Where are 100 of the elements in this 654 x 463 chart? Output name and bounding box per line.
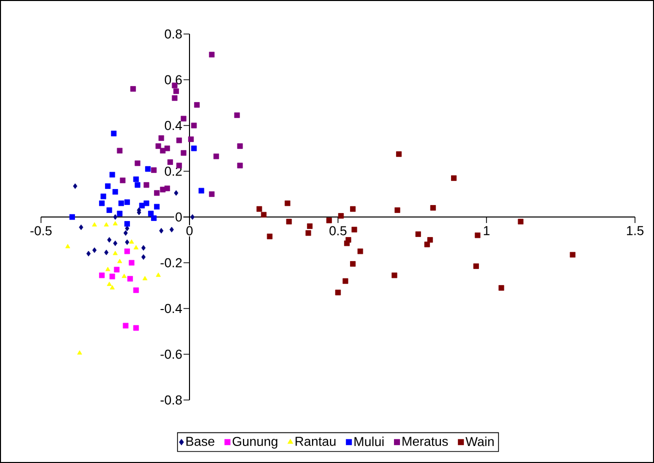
point [473,263,479,269]
legend-label: Wain [466,436,494,446]
point [427,237,433,243]
point [154,204,160,210]
point [106,282,112,286]
point [118,200,124,206]
point [191,146,197,152]
point [342,278,348,284]
point [112,250,118,256]
point [256,206,262,212]
legend-label: Gunung [232,436,278,449]
point [122,274,127,278]
point [451,175,457,181]
point [167,159,173,165]
point [415,231,421,237]
y-tick-label: -0.2 [160,258,182,268]
point [430,205,436,211]
point [160,186,166,192]
point [104,222,109,226]
point [237,162,243,168]
point [518,218,524,224]
point [122,322,128,328]
point [77,350,82,355]
point [392,272,398,278]
y-tick-label: 0.4 [164,120,182,130]
point [570,252,576,258]
point [99,272,105,278]
point [151,215,157,221]
point [260,212,267,218]
point [116,148,122,154]
point [148,210,154,216]
point [335,290,341,296]
point [357,248,364,254]
point [124,221,130,227]
point [396,151,402,157]
x-tick-label: 1 [484,226,490,236]
point [208,191,215,197]
point [141,245,146,251]
point [141,254,146,260]
point [338,213,344,219]
point [120,178,126,184]
point [208,52,215,58]
point [326,218,332,224]
point [130,86,136,92]
point [190,214,195,220]
point [213,154,220,160]
point [106,207,112,213]
point [156,143,162,149]
point [191,122,197,128]
point [170,226,174,232]
point [65,244,70,248]
x-tick-label: -0.5 [30,226,52,236]
point [144,200,150,206]
point [116,210,122,216]
y-tick-label: 0.8 [164,29,182,39]
point [92,247,97,253]
legend-label: Rantau [296,436,336,446]
point [284,200,290,206]
point [124,239,130,245]
point [144,182,150,188]
point [352,226,358,232]
x-tick-label: 0 [186,226,193,236]
point [394,207,400,213]
point [344,240,350,246]
point [107,237,112,243]
point [105,183,111,189]
point [164,186,170,192]
point [105,266,110,272]
point [100,194,106,200]
point [172,95,178,101]
point [129,239,134,244]
point [266,234,272,240]
point [128,260,134,266]
point [113,240,118,246]
point [109,274,116,280]
point [158,135,164,141]
x-tick-label: 0.5 [330,226,346,236]
legend-label: Base [186,436,214,446]
y-tick-label: -0.4 [160,304,182,314]
point [124,199,130,205]
point [160,148,166,154]
point [350,206,356,212]
point [156,272,161,277]
point [474,232,480,238]
point [112,189,118,195]
point [117,258,122,264]
point [73,183,78,189]
point [134,182,140,188]
y-tick-label: -0.8 [160,395,182,405]
point [180,150,186,156]
point [134,245,138,250]
point [350,261,356,267]
point [124,230,128,236]
x-tick-label: 1.5 [626,226,644,236]
point [194,102,200,108]
point [173,88,179,94]
point [92,222,97,226]
point [498,285,504,291]
point [110,285,115,290]
point [154,190,160,196]
